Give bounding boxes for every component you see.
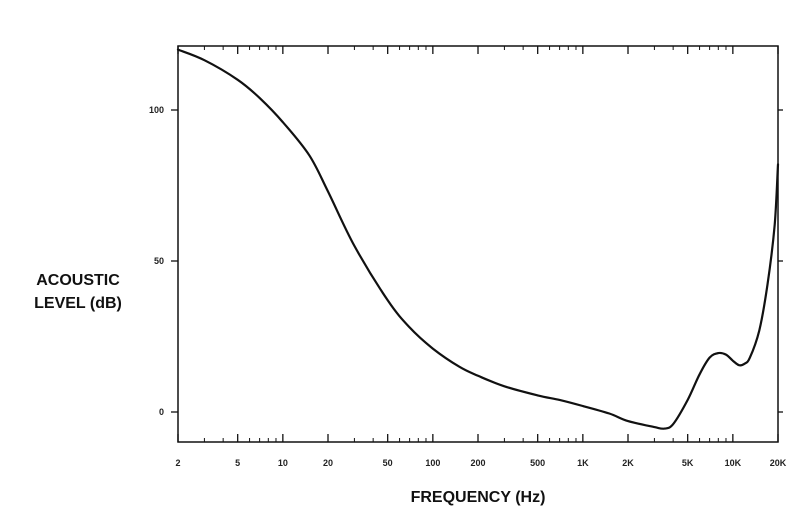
- series-line: [176, 48, 780, 430]
- x-tick-label: 20: [323, 458, 333, 468]
- x-tick-label: 50: [383, 458, 393, 468]
- x-tick-label: 5K: [682, 458, 694, 468]
- x-tick-label: 2K: [622, 458, 634, 468]
- x-tick-label: 5: [235, 458, 240, 468]
- x-axis-title: FREQUENCY (Hz): [411, 489, 546, 506]
- x-tick-label: 10: [278, 458, 288, 468]
- y-tick-label: 50: [154, 256, 164, 266]
- x-tick-label: 20K: [770, 458, 787, 468]
- y-axis-title-line-2: LEVEL (dB): [34, 295, 122, 312]
- y-tick-label: 0: [159, 407, 164, 417]
- y-tick-label: 100: [149, 105, 164, 115]
- x-tick-label: 1K: [577, 458, 589, 468]
- x-tick-label: 200: [470, 458, 485, 468]
- y-axis-title-line-1: ACOUSTIC: [36, 272, 120, 289]
- y-axis: 0 50 100: [149, 105, 783, 417]
- x-tick-label: 500: [530, 458, 545, 468]
- x-tick-label: 10K: [725, 458, 742, 468]
- x-axis: 2 5 10 20 50 100 200 500 1K 2K 5K 10K 20K: [175, 46, 787, 468]
- x-tick-label: 100: [425, 458, 440, 468]
- x-tick-label: 2: [175, 458, 180, 468]
